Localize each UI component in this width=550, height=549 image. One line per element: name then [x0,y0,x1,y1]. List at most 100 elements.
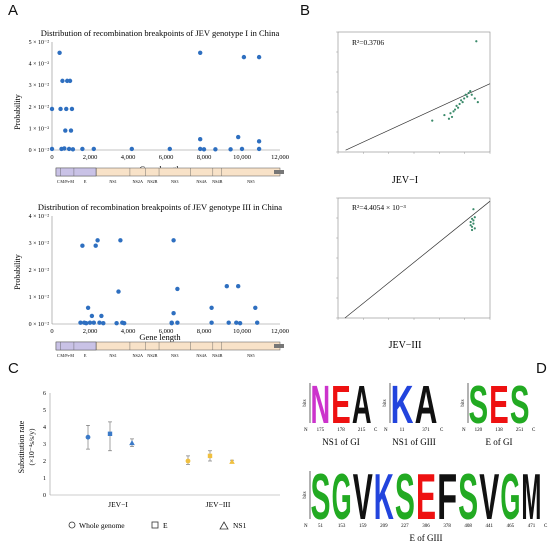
breakpoint-point [198,50,203,55]
mean-point-e [107,431,113,436]
breakpoint-point [101,320,106,326]
logo-letter: G [332,460,352,533]
plot-frame [337,31,491,153]
breakpoint-point [241,54,247,60]
breakpoint-point [234,320,239,325]
x-tick-label: 10,000 [233,328,251,335]
breakpoint-point [236,284,241,289]
breakpoint-point [84,320,89,326]
logo-position: 175 [317,428,325,433]
logo-position: 251 [516,428,524,433]
breakpoint-point [95,238,100,243]
genome-label: E [84,353,87,358]
genome-label: NS2A [133,179,143,184]
regression-point [475,40,478,43]
regression-point [453,108,457,111]
breakpoint-point [64,106,69,112]
y-tick-label: 3 × 10⁻² [29,241,50,247]
x-tick-label: 8,000 [197,154,212,161]
breakpoint-point [213,147,218,152]
regression-point [470,228,474,232]
regression-point [447,117,451,120]
b-top-caption: JEV−I [392,175,418,186]
genome-label: NS4A [196,353,206,358]
x-tick-label: 12,000 [271,154,289,161]
logo-c-terminus: C [544,524,548,529]
breakpoint-point [58,106,63,112]
a-bottom-title: Distribution of recombination breakpoint… [38,202,282,212]
legend-square-icon [151,521,159,529]
regression-point [466,95,469,98]
regression-point [472,222,475,225]
y-tick-label: 1 [43,476,46,482]
logo-position: 408 [464,524,472,529]
breakpoint-point [198,146,203,152]
genome-3utr [274,344,284,348]
regression-point [461,101,464,104]
y-tick-label: 1 × 10⁻² [29,126,50,132]
genome-label: NS4B [212,353,222,358]
breakpoint-point [87,320,93,325]
regression-point [463,97,466,100]
breakpoint-point [167,146,172,152]
logo-position: 51 [318,524,324,529]
breakpoint-point [63,128,68,133]
c-ylabel-unit: (×10⁻⁴s/s/y) [27,428,36,466]
panel-letter-d: D [536,360,547,377]
b-bottom-caption: JEV−III [389,340,422,351]
logo-letter: S [469,375,489,435]
genome-label: NS3 [171,353,178,358]
panel-letter-b: B [300,2,311,19]
breakpoint-point [239,146,245,152]
c-marks [85,421,235,465]
genome-label: E [84,179,87,184]
logo-position: 471 [528,524,536,529]
x-tick-label: 4,000 [121,154,136,161]
breakpoint-point [93,243,98,248]
genome-label: NS2B [147,179,157,184]
genome-label: C [57,179,60,184]
x-tick-label: 10,000 [233,154,251,161]
breakpoint-point [201,147,207,152]
x-tick-label: 12,000 [271,328,289,335]
breakpoint-point [91,146,97,152]
logo-letter: E [331,375,351,435]
logo-c-terminus: C [374,428,378,433]
mean-point-whole-genome [85,434,91,440]
logo-position: 215 [358,428,366,433]
a-bottom-genome-map: C M/Pr-M E NS1 NS2A NS2B NS3 NS4A NS4B NS5 [55,341,284,358]
x-tick-label: 0 [50,154,53,161]
y-tick-label: 4 × 10⁻² [29,62,50,68]
logo-position: 371 [422,428,430,433]
y-tick-label: 1 × 10⁻² [29,295,50,301]
genome-structural-region [55,167,97,177]
y-tick-label: 4 [43,425,46,431]
regression-point [469,220,472,224]
genome-structural-region [55,341,97,351]
genome-label: NS1 [109,353,116,358]
regression-point [455,104,458,107]
breakpoint-point [118,238,123,243]
a-top-title: Distribution of recombination breakpoint… [41,28,280,38]
legend-ns1: NS1 [233,521,247,530]
mean-point-ns1 [129,440,135,446]
regression-point [473,227,476,230]
logo-position: 11 [400,428,405,433]
logo-letter: N [311,375,331,435]
regression-point [450,115,454,119]
breakpoint-point [171,238,176,243]
breakpoint-point [256,139,262,144]
breakpoint-point [209,305,214,310]
x-tick-label: 0 [50,328,53,335]
logo-bits-label: bits [461,399,466,406]
logo-position: 153 [338,524,346,529]
regression-point [467,91,470,95]
legend-circle-icon [68,521,76,529]
logo-letter: E [489,375,509,435]
breakpoint-point [91,320,97,325]
breakpoint-point [97,320,102,325]
mean-point-ns1 [229,458,235,464]
logo-caption: NS1 of GIII [392,437,436,447]
